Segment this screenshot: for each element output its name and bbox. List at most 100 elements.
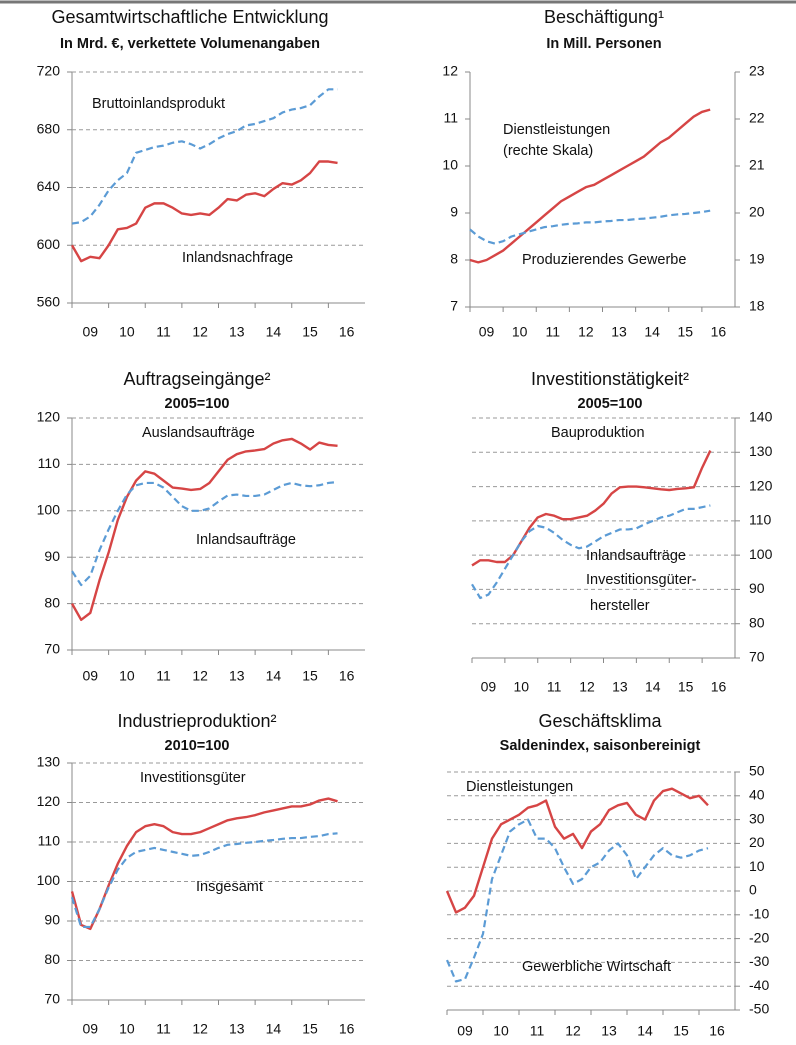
y-tick-label: 80 [44,951,60,967]
x-tick-label: 13 [229,668,245,684]
y-tick-label: 12 [442,63,458,79]
x-tick-label: 14 [645,679,661,695]
x-tick-label: 09 [481,679,497,695]
annotation: Investitionsgüter [140,770,246,786]
x-tick-label: 16 [339,1021,355,1037]
x-tick-label: 10 [514,679,530,695]
y-tick-label: 30 [749,810,765,826]
chart-title: Gesamtwirtschaftliche Entwicklung [51,7,328,27]
x-tick-label: 14 [266,668,282,684]
series-line [445,787,709,914]
x-tick-label: 16 [709,1023,725,1039]
y-tick-label: 680 [37,120,61,136]
series-line [70,832,338,929]
y-tick-label: 80 [749,614,765,630]
x-tick-label: 11 [156,668,171,684]
chart-title: Industrieproduktion² [117,711,276,731]
x-tick-label: 10 [119,668,135,684]
annotation: Dienstleistungen [503,122,610,138]
annotation: Inlandsnachfrage [182,250,293,266]
x-tick-label: 09 [479,324,495,340]
x-tick-label: 11 [156,324,171,340]
x-tick-label: 11 [547,679,562,695]
x-tick-label: 16 [339,668,355,684]
annotation: Bauproduktion [551,425,645,441]
x-tick-label: 16 [711,679,727,695]
x-tick-label: 09 [83,324,99,340]
x-tick-label: 14 [644,324,660,340]
y-tick-label: 120 [37,793,61,809]
x-tick-label: 15 [673,1023,689,1039]
x-tick-label: 12 [192,324,208,340]
y-tick-label: 18 [749,298,765,314]
y-tick-label: 21 [749,157,765,173]
x-tick-label: 11 [530,1023,545,1039]
chart-title: Beschäftigung¹ [544,7,664,27]
annotation: Inlandsaufträge [196,532,296,548]
x-tick-label: 16 [711,324,727,340]
x-tick-label: 09 [83,1021,99,1037]
annotation: Dienstleistungen [466,779,573,795]
x-tick-label: 15 [678,324,694,340]
series-line [71,480,338,587]
annotation: Auslandsaufträge [142,425,255,441]
y-tick-label: 70 [44,641,60,657]
chart-subtitle: 2005=100 [578,396,643,412]
y-tick-label: -40 [749,977,769,993]
x-tick-label: 09 [83,668,99,684]
y-tick-label: 50 [749,763,765,779]
x-tick-label: 11 [156,1021,171,1037]
y-tick-label: 9 [450,204,458,220]
chart-title: Investitionstätigkeit² [531,369,689,389]
x-tick-label: 12 [578,324,594,340]
y-tick-label: 600 [37,236,61,252]
y-tick-label: 10 [749,858,765,874]
y-tick-label: -50 [749,1001,769,1017]
x-tick-label: 11 [546,324,561,340]
y-tick-label: 0 [749,882,757,898]
y-tick-label: 120 [37,409,61,425]
x-tick-label: 15 [302,1021,318,1037]
annotation: Inlandsaufträge [586,548,686,564]
y-tick-label: 7 [450,298,458,314]
y-tick-label: 23 [749,63,765,79]
y-tick-label: 130 [749,443,773,459]
chart-title: Geschäftsklima [538,711,662,731]
x-tick-label: 14 [266,1021,282,1037]
y-tick-label: 40 [749,787,765,803]
y-tick-label: 80 [44,594,60,610]
y-tick-label: 120 [749,477,773,493]
annotation: Insgesamt [196,879,263,895]
y-tick-label: 20 [749,834,765,850]
y-tick-label: 110 [38,455,61,471]
x-tick-label: 10 [119,324,135,340]
x-tick-label: 13 [229,324,245,340]
series-line [471,504,711,600]
x-tick-label: 15 [678,679,694,695]
chart-subtitle: Saldenindex, saisonbereinigt [500,738,701,754]
y-tick-label: 100 [749,546,773,562]
y-tick-label: 110 [749,512,772,528]
x-tick-label: 10 [493,1023,509,1039]
y-tick-label: 100 [37,872,61,888]
y-tick-label: -30 [749,953,769,969]
x-tick-label: 12 [579,679,595,695]
y-tick-label: 90 [44,912,60,928]
series-line [71,88,338,225]
series-line [469,209,711,245]
y-tick-label: 22 [749,110,765,126]
x-tick-label: 14 [637,1023,653,1039]
annotation: Bruttoinlandsprodukt [92,96,225,112]
annotation: Gewerbliche Wirtschaft [522,959,671,975]
y-tick-label: 640 [37,178,61,194]
series-line [70,797,338,931]
x-tick-label: 12 [192,1021,208,1037]
y-tick-label: 130 [37,754,61,770]
chart-title: Auftragseingänge² [123,369,270,389]
x-tick-label: 13 [611,324,627,340]
annotation: Investitionsgüter- [586,572,697,588]
y-tick-label: 110 [38,833,61,849]
y-tick-label: 11 [443,110,458,126]
